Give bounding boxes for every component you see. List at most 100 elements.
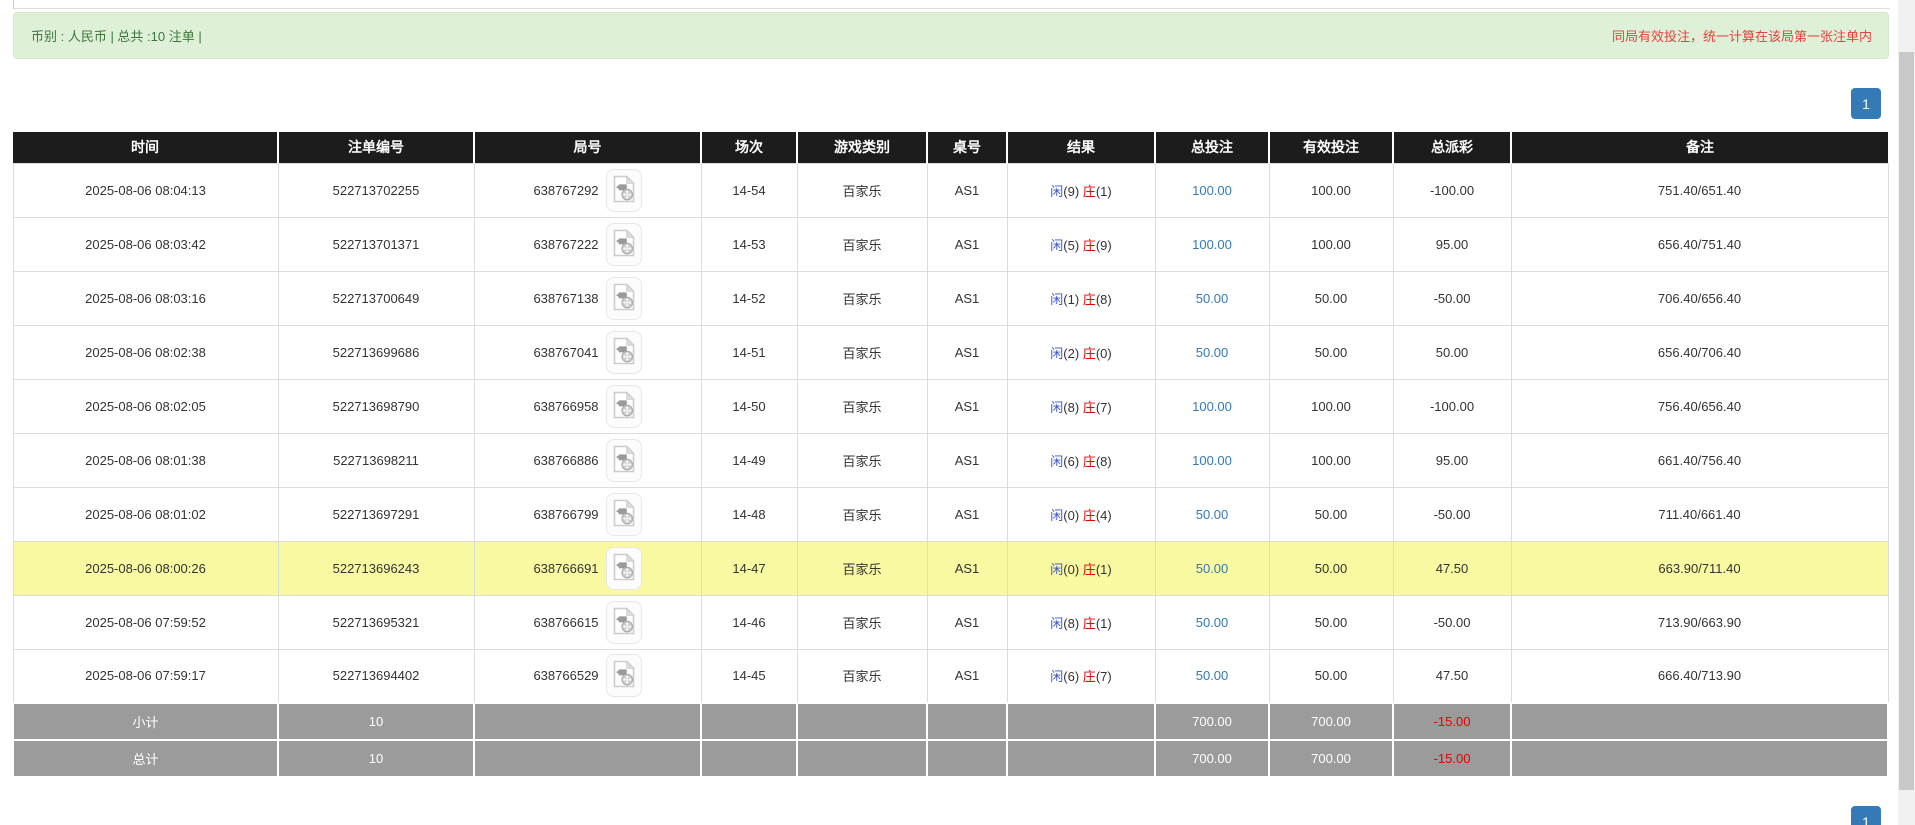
cell-result: 闲(0) 庄(4) — [1006, 486, 1156, 542]
total-bet-link[interactable]: 100.00 — [1192, 182, 1232, 198]
cell-round-id: 638766886 — [473, 432, 702, 488]
video-replay-button[interactable] — [605, 546, 642, 590]
video-replay-button[interactable] — [605, 276, 642, 320]
round-id-value: 638767138 — [533, 290, 599, 306]
page-button-1[interactable]: 1 — [1851, 806, 1881, 825]
cell-time: 2025-08-06 08:01:02 — [12, 486, 279, 542]
cell-valid-bet: 50.00 — [1268, 486, 1394, 542]
video-file-icon — [613, 552, 635, 584]
cell-bet-id: 522713695321 — [277, 594, 475, 650]
cell-table-id: AS1 — [926, 378, 1008, 434]
table-row: 2025-08-06 07:59:17 522713694402 638766529… — [12, 648, 1889, 704]
total-bet-link[interactable]: 50.00 — [1195, 668, 1229, 684]
cell-round-id: 638766691 — [473, 540, 702, 596]
result-banker-points: (8) — [1095, 291, 1112, 307]
table-row: 2025-08-06 08:03:16 522713700649 638767138… — [12, 270, 1889, 326]
cell-payout: -50.00 — [1392, 486, 1512, 542]
total-bet-link[interactable]: 50.00 — [1195, 344, 1229, 360]
result-player-label: 闲 — [1050, 669, 1064, 685]
video-replay-button[interactable] — [605, 600, 642, 644]
cell-round-id: 638766958 — [473, 378, 702, 434]
table-row: 2025-08-06 08:01:38 522713698211 638766886… — [12, 432, 1889, 488]
cell-bet-id: 522713698790 — [277, 378, 475, 434]
cell-table-id: AS1 — [926, 486, 1008, 542]
summary-remark — [1510, 702, 1889, 741]
cell-round-id: 638767041 — [473, 324, 702, 380]
cell-remark: 756.40/656.40 — [1510, 378, 1889, 434]
result-player-label: 闲 — [1050, 183, 1064, 199]
video-replay-button[interactable] — [605, 384, 642, 428]
bet-records-table: 时间 注单编号 局号 场次 游戏类别 桌号 结果 总投注 有效投注 总派彩 备注… — [12, 132, 1889, 778]
cell-payout: 95.00 — [1392, 216, 1512, 272]
round-id-value: 638766958 — [533, 398, 599, 414]
page-button-1[interactable]: 1 — [1851, 88, 1881, 119]
round-id-value: 638767222 — [533, 236, 599, 252]
cell-result: 闲(0) 庄(1) — [1006, 540, 1156, 596]
table-header-row: 时间 注单编号 局号 场次 游戏类别 桌号 结果 总投注 有效投注 总派彩 备注 — [13, 132, 1888, 163]
round-id-group: 638767138 — [475, 276, 701, 320]
result-player-points: (8) — [1063, 615, 1083, 631]
result-player-label: 闲 — [1050, 345, 1064, 361]
pagination-bottom: 1 — [1851, 806, 1881, 825]
video-file-icon — [613, 498, 635, 530]
cell-total-bet: 100.00 — [1154, 432, 1270, 488]
cell-result: 闲(6) 庄(8) — [1006, 432, 1156, 488]
video-replay-button[interactable] — [605, 438, 642, 482]
cell-bet-id: 522713696243 — [277, 540, 475, 596]
result-banker-points: (4) — [1095, 507, 1112, 523]
summary-empty-session — [700, 739, 798, 778]
cell-valid-bet: 50.00 — [1268, 540, 1394, 596]
video-replay-button[interactable] — [605, 222, 642, 266]
cell-session: 14-45 — [700, 648, 798, 704]
result-player-points: (6) — [1063, 669, 1083, 685]
cell-time: 2025-08-06 07:59:17 — [12, 648, 279, 704]
round-id-group: 638766799 — [475, 492, 701, 536]
video-replay-button[interactable] — [605, 330, 642, 374]
round-id-group: 638767222 — [475, 222, 701, 266]
scrollbar-thumb[interactable] — [1899, 52, 1914, 790]
cell-bet-id: 522713700649 — [277, 270, 475, 326]
video-replay-button[interactable] — [605, 654, 642, 698]
total-bet-link[interactable]: 50.00 — [1195, 560, 1229, 576]
result-banker-points: (9) — [1095, 237, 1112, 253]
currency-bet-count-text: 币别 : 人民币 | 总共 :10 注单 | — [31, 29, 202, 44]
cell-result: 闲(6) 庄(7) — [1006, 648, 1156, 704]
cell-time: 2025-08-06 08:02:38 — [12, 324, 279, 380]
cell-result: 闲(1) 庄(8) — [1006, 270, 1156, 326]
cell-valid-bet: 100.00 — [1268, 162, 1394, 218]
cell-bet-id: 522713701371 — [277, 216, 475, 272]
cell-payout: 47.50 — [1392, 648, 1512, 704]
col-header-remark: 备注 — [1511, 132, 1888, 163]
round-id-group: 638766529 — [475, 654, 701, 698]
round-id-group: 638766691 — [475, 546, 701, 590]
col-header-result: 结果 — [1007, 132, 1156, 163]
summary-payout: -15.00 — [1392, 702, 1512, 741]
total-bet-link[interactable]: 100.00 — [1192, 236, 1232, 252]
result-player-points: (2) — [1063, 345, 1083, 361]
summary-label: 小计 — [12, 702, 279, 741]
cell-session: 14-49 — [700, 432, 798, 488]
col-header-payout: 总派彩 — [1393, 132, 1512, 163]
video-replay-button[interactable] — [605, 492, 642, 536]
subtotal-row: 小计 10 700.00 700.00 -15.00 — [12, 702, 1889, 741]
cell-session: 14-48 — [700, 486, 798, 542]
summary-label: 总计 — [12, 739, 279, 778]
cell-round-id: 638766529 — [473, 648, 702, 704]
video-replay-button[interactable] — [605, 168, 642, 212]
total-bet-link[interactable]: 100.00 — [1192, 398, 1232, 414]
cell-round-id: 638767138 — [473, 270, 702, 326]
cell-table-id: AS1 — [926, 594, 1008, 650]
total-bet-link[interactable]: 50.00 — [1195, 290, 1229, 306]
total-bet-link[interactable]: 50.00 — [1195, 614, 1229, 630]
cell-remark: 656.40/751.40 — [1510, 216, 1889, 272]
cell-table-id: AS1 — [926, 216, 1008, 272]
total-bet-link[interactable]: 100.00 — [1192, 452, 1232, 468]
col-header-total-bet: 总投注 — [1155, 132, 1270, 163]
scrollbar[interactable] — [1898, 0, 1915, 825]
result-banker-points: (1) — [1095, 615, 1112, 631]
col-header-valid-bet: 有效投注 — [1269, 132, 1394, 163]
col-header-bet-id: 注单编号 — [278, 132, 475, 163]
cell-table-id: AS1 — [926, 648, 1008, 704]
total-bet-link[interactable]: 50.00 — [1195, 506, 1229, 522]
result-player-points: (5) — [1063, 237, 1083, 253]
